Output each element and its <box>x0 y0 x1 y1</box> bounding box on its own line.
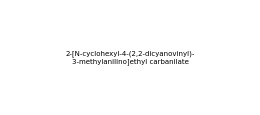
Text: 2-[N-cyclohexyl-4-(2,2-dicyanovinyl)-
3-methylanilino]ethyl carbanilate: 2-[N-cyclohexyl-4-(2,2-dicyanovinyl)- 3-… <box>65 50 195 65</box>
